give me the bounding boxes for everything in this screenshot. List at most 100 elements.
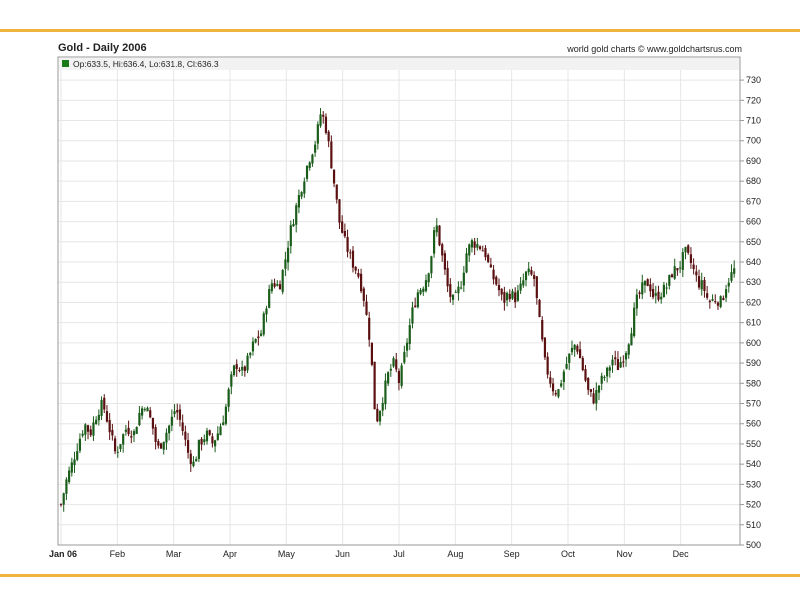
candle-body <box>708 300 711 303</box>
candle-body <box>105 411 109 422</box>
candle <box>249 351 252 359</box>
candle-body <box>397 370 401 383</box>
candle <box>281 269 284 295</box>
candle <box>689 247 693 269</box>
candle <box>197 439 200 463</box>
candle <box>481 245 484 252</box>
candle <box>711 294 714 302</box>
candle-body <box>192 461 195 467</box>
candle <box>273 278 276 289</box>
candle <box>465 247 468 274</box>
candle-body <box>608 367 611 371</box>
candle-body <box>119 444 122 450</box>
bottom-rule <box>0 574 800 577</box>
candle-body <box>122 434 125 445</box>
candle <box>335 184 338 204</box>
candle <box>276 280 279 287</box>
candle-body <box>92 422 95 436</box>
candle <box>119 444 122 452</box>
candle-body <box>503 291 506 303</box>
ohlc-marker-icon <box>62 60 69 67</box>
candle-body <box>549 377 552 384</box>
candle <box>578 341 582 359</box>
candle <box>151 417 155 435</box>
x-tick-label: Jan 06 <box>49 549 77 559</box>
candle-body <box>89 429 92 436</box>
candle <box>124 424 127 436</box>
candle-body <box>378 410 382 422</box>
candle <box>195 456 198 462</box>
candle <box>454 289 457 293</box>
candle <box>503 286 506 311</box>
candle-body <box>165 432 168 443</box>
candle-body <box>714 301 717 303</box>
candle-body <box>627 344 630 355</box>
candle-body <box>392 358 395 367</box>
candle <box>416 289 419 309</box>
candle-body <box>341 221 344 233</box>
candle-body <box>487 254 490 262</box>
candle-body <box>289 225 292 247</box>
candle <box>159 442 163 450</box>
candle <box>265 305 268 323</box>
candle <box>224 403 228 426</box>
y-tick-label: 550 <box>746 439 761 449</box>
candle-body <box>511 291 514 299</box>
candle-body <box>81 433 84 436</box>
candle <box>105 405 109 423</box>
candle-body <box>300 192 303 197</box>
candle-body <box>535 276 538 298</box>
candle <box>695 265 698 282</box>
candle <box>381 397 384 417</box>
candle <box>84 423 87 441</box>
candle <box>141 406 144 420</box>
candle <box>703 277 706 298</box>
candle-body <box>222 422 225 426</box>
candle-body <box>519 283 522 291</box>
y-tick-label: 690 <box>746 156 761 166</box>
candle-body <box>606 367 609 377</box>
candle <box>95 416 98 425</box>
candle <box>587 377 590 395</box>
candle <box>168 424 171 441</box>
candle <box>227 387 230 412</box>
candle <box>65 477 68 501</box>
candle-body <box>108 419 111 433</box>
y-tick-label: 510 <box>746 520 761 530</box>
candle <box>86 424 90 440</box>
candle-body <box>616 359 620 371</box>
candle-body <box>124 429 127 432</box>
candle-body <box>327 131 330 142</box>
candle-body <box>524 271 528 281</box>
candle <box>181 414 184 436</box>
candle-body <box>673 266 676 279</box>
candle <box>424 274 428 293</box>
candle-body <box>724 289 728 298</box>
candle <box>570 340 574 356</box>
candle <box>422 286 425 296</box>
candle-body <box>78 438 82 451</box>
candle-body <box>624 352 628 360</box>
candle <box>616 351 620 371</box>
candle-body <box>113 438 117 452</box>
candle <box>670 273 674 278</box>
candle-body <box>538 299 541 318</box>
candle-body <box>308 162 311 169</box>
candle <box>408 318 411 351</box>
candle <box>430 255 433 279</box>
candle <box>357 268 360 279</box>
candle-body <box>257 336 260 339</box>
candle-body <box>508 293 511 300</box>
candle <box>376 403 379 423</box>
candle <box>719 295 722 309</box>
candle-body <box>330 141 333 169</box>
candle-body <box>130 436 133 438</box>
x-tick-label: Sep <box>504 549 520 559</box>
candle <box>387 371 390 387</box>
candle <box>327 130 330 148</box>
candle-body <box>208 430 211 435</box>
candle <box>543 336 547 360</box>
y-tick-label: 670 <box>746 196 761 206</box>
candle <box>316 121 319 150</box>
candle <box>654 285 657 304</box>
